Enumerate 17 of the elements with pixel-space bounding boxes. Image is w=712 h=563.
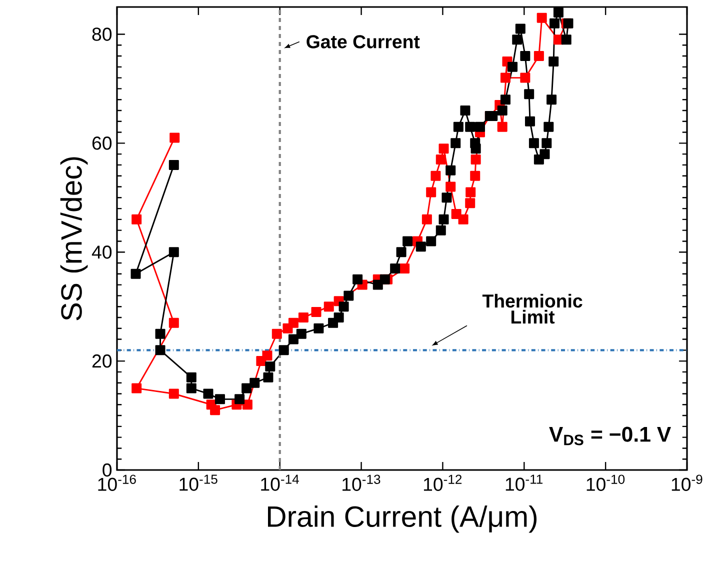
annotation: V$_{DS}$ = −0.1 V [549,426,671,446]
ref-line-label: Gate Current [306,35,420,48]
x-tick-label: 10$^{-10}$ [586,474,625,491]
x-tick-label: 10$^{-14}$ [261,474,299,491]
y-tick-label: 60 [92,136,112,150]
y-tick-label: 80 [92,28,112,41]
y-tick-label: 20 [92,354,112,368]
y-axis-title: SS (mV/dec) [60,157,88,320]
x-tick-label: 10$^{-13}$ [342,474,380,491]
x-tick-label: 10$^{-9}$ [672,474,702,491]
y-tick-label: 40 [92,245,112,259]
x-tick-label: 10$^{-15}$ [180,474,218,491]
x-tick-label: 10$^{-12}$ [424,474,462,491]
x-tick-label: 10$^{-11}$ [506,474,543,491]
y-tick-label: 0 [102,463,112,477]
x-axis-title: Drain Current (A/μm) [268,505,537,533]
ref-line-label: Thermionic Limit [482,294,582,324]
